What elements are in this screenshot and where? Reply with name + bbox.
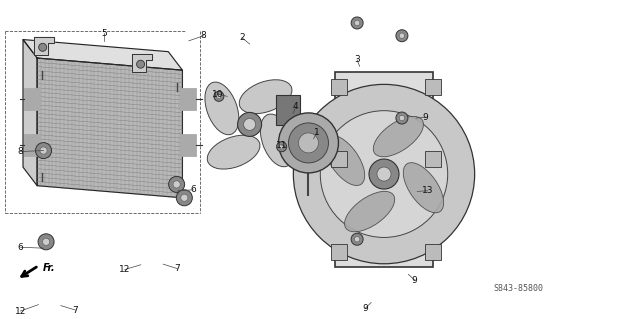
Polygon shape — [132, 54, 152, 72]
Bar — [331, 78, 347, 94]
Circle shape — [38, 43, 47, 51]
Text: 9: 9 — [423, 113, 428, 122]
Polygon shape — [23, 40, 182, 70]
Circle shape — [173, 181, 180, 188]
Text: 5: 5 — [101, 29, 106, 38]
Circle shape — [377, 167, 391, 181]
Text: 12: 12 — [15, 307, 26, 315]
Circle shape — [136, 60, 145, 68]
Bar — [179, 88, 196, 110]
Bar — [335, 71, 433, 267]
Circle shape — [177, 190, 192, 206]
Circle shape — [355, 237, 360, 242]
Polygon shape — [23, 40, 37, 186]
Circle shape — [396, 112, 408, 124]
Text: 6: 6 — [191, 185, 196, 194]
Circle shape — [355, 20, 360, 26]
Text: 8: 8 — [201, 31, 206, 40]
Text: 9: 9 — [362, 304, 367, 313]
Text: 8: 8 — [18, 147, 23, 156]
Ellipse shape — [293, 84, 475, 264]
Text: 2: 2 — [239, 33, 244, 42]
Circle shape — [42, 238, 50, 245]
Circle shape — [36, 143, 52, 159]
Ellipse shape — [344, 191, 395, 232]
Bar — [331, 244, 347, 260]
Circle shape — [180, 194, 188, 201]
Bar — [179, 134, 196, 156]
Text: 7: 7 — [175, 264, 180, 273]
Bar — [276, 95, 300, 125]
Bar — [425, 244, 441, 260]
Text: 13: 13 — [422, 186, 433, 195]
Circle shape — [279, 145, 284, 149]
Ellipse shape — [324, 135, 365, 186]
Text: 9: 9 — [412, 276, 417, 285]
Circle shape — [399, 33, 404, 38]
Circle shape — [289, 123, 328, 163]
Ellipse shape — [373, 116, 424, 157]
Circle shape — [351, 233, 363, 245]
Circle shape — [38, 234, 54, 250]
Circle shape — [351, 17, 363, 29]
Ellipse shape — [205, 82, 239, 135]
Circle shape — [399, 115, 404, 121]
Bar — [425, 78, 441, 94]
Text: 7: 7 — [73, 306, 78, 315]
Circle shape — [237, 112, 262, 137]
Ellipse shape — [403, 163, 444, 213]
Ellipse shape — [320, 111, 448, 237]
Polygon shape — [34, 37, 54, 55]
Circle shape — [369, 159, 399, 189]
Text: 12: 12 — [119, 265, 131, 274]
Circle shape — [396, 30, 408, 42]
Text: 3: 3 — [355, 56, 360, 64]
Bar — [24, 88, 40, 110]
Text: 4: 4 — [293, 102, 298, 111]
Bar — [425, 151, 441, 167]
Circle shape — [276, 142, 287, 152]
Text: 1: 1 — [314, 128, 319, 137]
Circle shape — [169, 176, 185, 192]
Ellipse shape — [260, 114, 294, 167]
Ellipse shape — [239, 80, 292, 114]
Circle shape — [40, 147, 47, 154]
Circle shape — [278, 113, 339, 173]
Bar — [331, 151, 347, 167]
Text: 6: 6 — [18, 243, 23, 252]
Text: 10: 10 — [212, 90, 223, 99]
Text: S843-85800: S843-85800 — [493, 284, 543, 293]
Text: Fr.: Fr. — [43, 263, 55, 272]
Bar — [24, 134, 40, 156]
Circle shape — [244, 118, 255, 130]
Ellipse shape — [207, 135, 260, 169]
Polygon shape — [37, 58, 182, 198]
Circle shape — [214, 91, 224, 101]
Text: 11: 11 — [276, 141, 287, 150]
Circle shape — [298, 133, 319, 153]
Circle shape — [216, 94, 221, 99]
Bar — [308, 141, 321, 157]
